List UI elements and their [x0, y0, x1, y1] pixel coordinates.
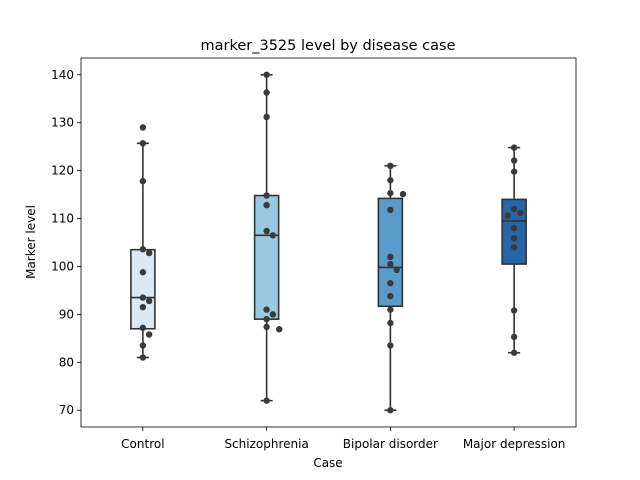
box: [253, 194, 280, 320]
data-point: [387, 292, 394, 300]
x-tick-label: Bipolar disorder: [343, 437, 438, 451]
y-tick-label: 130: [51, 116, 74, 130]
data-point: [263, 89, 270, 96]
y-tick-label: 140: [51, 68, 74, 82]
data-point: [387, 206, 394, 214]
data-point: [510, 224, 518, 232]
data-point: [517, 209, 524, 216]
data-point: [139, 294, 147, 301]
data-point: [510, 157, 518, 164]
y-tick-label: 80: [59, 355, 74, 369]
data-point: [263, 201, 270, 209]
data-point: [263, 306, 270, 313]
x-tick-label: Control: [121, 437, 164, 451]
data-point: [139, 303, 147, 311]
y-tick-label: 110: [51, 212, 74, 226]
data-point: [387, 177, 394, 184]
data-point: [263, 113, 270, 121]
data-point: [387, 280, 394, 287]
data-point: [510, 333, 518, 341]
box: [130, 248, 156, 330]
data-point: [263, 397, 270, 404]
data-point: [387, 260, 394, 268]
data-point: [387, 306, 394, 313]
data-point: [263, 315, 270, 323]
data-point: [510, 168, 518, 175]
box: [377, 197, 404, 308]
data-point: [263, 192, 270, 199]
data-point: [145, 331, 153, 338]
data-point: [510, 349, 518, 356]
data-point: [263, 323, 270, 331]
data-point: [510, 205, 518, 213]
data-point: [139, 140, 147, 147]
y-tick-label: 70: [59, 403, 74, 417]
data-point: [263, 71, 270, 78]
data-point: [276, 326, 283, 333]
data-point: [139, 246, 147, 253]
box-group: [130, 123, 156, 361]
data-point: [399, 190, 407, 198]
data-point: [387, 407, 394, 414]
data-point: [393, 266, 400, 274]
x-tick-label: Major depression: [463, 437, 566, 451]
data-point: [510, 307, 518, 314]
data-point: [504, 212, 512, 219]
chart-title: marker_3525 level by disease case: [201, 38, 456, 54]
data-point: [387, 189, 394, 197]
data-point: [387, 319, 394, 327]
data-point: [387, 253, 394, 261]
box-group: [253, 71, 283, 404]
box-group: [501, 144, 527, 356]
box-group: [377, 162, 407, 414]
data-point: [139, 269, 147, 276]
y-tick-label: 100: [51, 259, 74, 273]
x-tick-label: Schizophrenia: [224, 437, 308, 451]
data-point: [263, 227, 270, 235]
data-point: [269, 311, 277, 318]
data-point: [139, 342, 147, 349]
data-point: [269, 232, 277, 239]
y-tick-label: 90: [59, 307, 74, 321]
data-point: [139, 324, 147, 332]
data-point: [510, 234, 518, 242]
data-point: [139, 354, 147, 361]
x-axis-label: Case: [313, 456, 342, 470]
data-point: [139, 177, 147, 185]
data-point: [145, 297, 153, 305]
data-point: [510, 244, 518, 251]
data-point: [139, 124, 147, 131]
y-tick-label: 120: [51, 164, 74, 178]
data-point: [387, 342, 394, 349]
data-point: [510, 144, 518, 151]
y-axis-label: Marker level: [24, 205, 38, 279]
data-point: [387, 162, 394, 170]
data-point: [145, 249, 153, 257]
plot-area: 70 80 90 100 110 120 130 140 Control Schizophreni…: [51, 57, 577, 451]
axes-frame: [80, 57, 577, 428]
